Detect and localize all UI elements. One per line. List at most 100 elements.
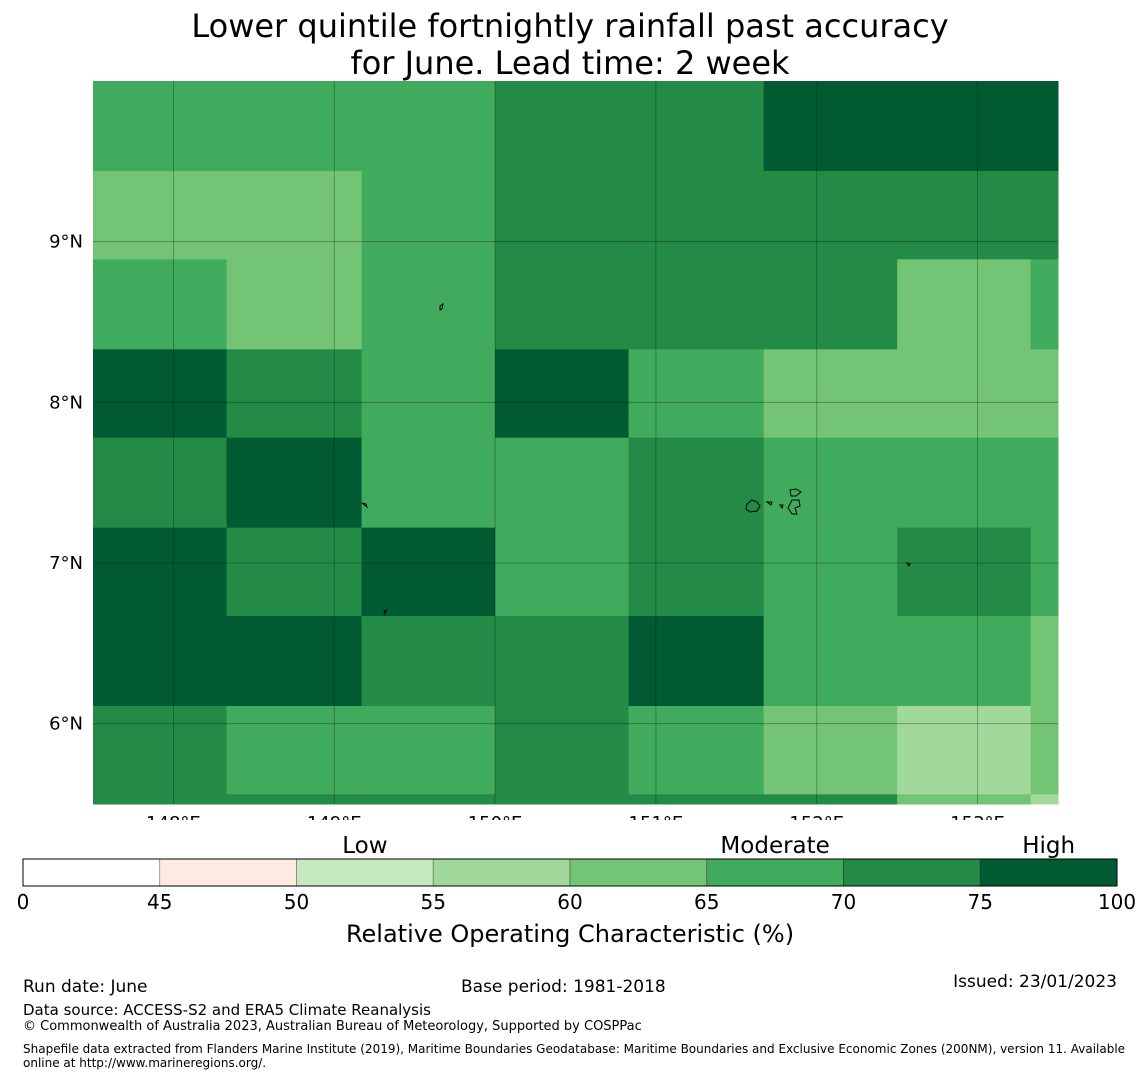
map-cell <box>495 527 630 617</box>
map-cell <box>226 437 363 529</box>
map-cell <box>226 349 363 439</box>
map-cell <box>628 259 765 350</box>
map-cell <box>628 81 765 172</box>
map-cell <box>763 349 898 439</box>
map-cell <box>1030 349 1059 439</box>
island-outline <box>383 609 387 616</box>
map-cell <box>628 705 765 795</box>
colorbar-tick-label: 100 <box>1098 890 1136 914</box>
map-cell <box>763 616 898 707</box>
map-title-line-2: for June. Lead time: 2 week <box>350 44 790 82</box>
latitude-tick-label: 8°N <box>49 392 83 413</box>
map-cell <box>495 170 630 260</box>
map-cell <box>1030 81 1059 172</box>
island-outline <box>361 502 369 509</box>
colorbar-segment <box>432 858 571 887</box>
map-cell <box>1030 170 1059 260</box>
map-cell <box>361 705 496 795</box>
map-cell <box>226 527 363 617</box>
map-cell <box>628 616 765 707</box>
map-cell <box>93 170 227 260</box>
map-cell <box>763 437 898 529</box>
map-cell <box>897 794 1032 805</box>
longitude-tick-label: 151°E <box>629 813 684 820</box>
map-cell <box>361 794 496 805</box>
map-cell <box>897 259 1032 350</box>
map-cell <box>1030 794 1059 805</box>
colorbar-frame <box>22 858 1118 887</box>
island-outlines <box>361 302 911 616</box>
island-outline <box>439 302 444 311</box>
map-cell <box>495 81 630 172</box>
island-outline <box>779 504 784 510</box>
map-cell <box>226 705 363 795</box>
longitude-tick-label: 150°E <box>468 813 523 820</box>
colorbar-segments <box>22 858 1118 887</box>
colorbar-tick-label: 70 <box>831 890 856 914</box>
colorbar-category-label: Low <box>342 833 387 859</box>
map-cell <box>226 616 363 707</box>
map-cell <box>763 705 898 795</box>
map-cell <box>495 259 630 350</box>
colorbar-segment <box>296 858 434 887</box>
colorbar-segment <box>22 858 161 887</box>
map-cell <box>763 81 898 172</box>
run-date-text: Run date: June <box>23 977 148 997</box>
map-cell <box>897 527 1032 617</box>
longitude-tick-label: 148°E <box>146 813 201 820</box>
shapefile-credit-text: Shapefile data extracted from Flanders M… <box>23 1042 1126 1070</box>
map-cell <box>226 794 363 805</box>
map-cell <box>361 437 496 529</box>
colorbar-tick-label: 60 <box>557 890 582 914</box>
map-cell <box>1030 259 1059 350</box>
island-outline <box>745 499 761 513</box>
map-cell <box>93 616 227 707</box>
colorbar-tick-label: 45 <box>147 890 172 914</box>
island-outline <box>787 499 801 515</box>
colorbar-segment <box>843 858 981 887</box>
map-cell <box>1030 705 1059 795</box>
map-cell <box>361 81 496 172</box>
map-cell <box>763 794 898 805</box>
map-cell <box>495 705 630 795</box>
colorbar-segment <box>159 858 297 887</box>
colorbar-tick-label: 65 <box>694 890 719 914</box>
map-cell <box>628 794 765 805</box>
map-cell <box>226 259 363 350</box>
map-cell <box>897 616 1032 707</box>
map-cell <box>93 349 227 439</box>
longitude-tick-label: 149°E <box>307 813 362 820</box>
latitude-tick-label: 7°N <box>49 553 83 574</box>
map-cell <box>495 616 630 707</box>
map-cell <box>361 170 496 260</box>
map-cell <box>763 259 898 350</box>
map-cell <box>1030 437 1059 529</box>
map-cell <box>1030 527 1059 617</box>
island-outline <box>765 501 773 506</box>
map-cell <box>495 794 630 805</box>
latitude-tick-label: 9°N <box>49 232 83 253</box>
colorbar-tick-labels: 0 45 50 55 60 65 70 75 100 <box>17 890 1136 914</box>
latitude-tick-labels: 9°N 8°N 7°N 6°N <box>49 232 83 735</box>
map-cell <box>361 259 496 350</box>
data-source-text: Data source: ACCESS-S2 and ERA5 Climate … <box>23 1001 431 1019</box>
map-cell <box>763 527 898 617</box>
map-cell <box>897 81 1032 172</box>
map-cell <box>628 527 765 617</box>
map-cell <box>226 81 363 172</box>
colorbar-tick-label: 0 <box>17 890 30 914</box>
map-cell <box>93 794 227 805</box>
longitude-tick-label: 153°E <box>950 813 1005 820</box>
colorbar-segment <box>979 858 1118 887</box>
map-cell <box>763 170 898 260</box>
map-cell <box>897 437 1032 529</box>
longitude-tick-label: 152°E <box>789 813 844 820</box>
map-cells <box>93 81 1059 805</box>
map-cell <box>628 170 765 260</box>
map-cell <box>226 170 363 260</box>
map-cell <box>93 437 227 529</box>
map-gridlines <box>93 81 1058 804</box>
colorbar-category-labels: Low Moderate High <box>342 833 1075 859</box>
map-cell <box>897 170 1032 260</box>
map-cell <box>1030 616 1059 707</box>
